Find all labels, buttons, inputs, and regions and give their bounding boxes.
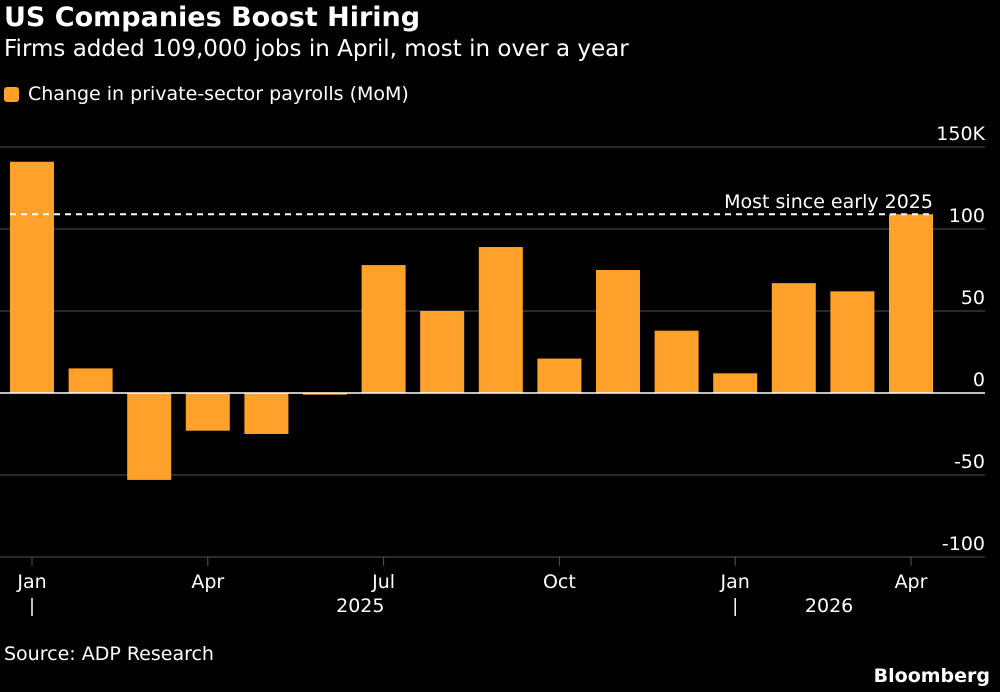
legend-swatch [4,86,19,102]
y-tick-label: -100 [942,533,985,555]
bar [830,291,875,393]
reference-line-label: Most since early 2025 [724,191,933,213]
y-tick-label: 0 [973,369,985,391]
year-label: 2025 [336,595,384,617]
y-tick-label: 50 [961,287,985,309]
legend-label: Change in private-sector payrolls (MoM) [28,83,409,105]
bar [127,393,172,480]
y-tick-label: 100 [949,205,985,227]
bar-chart: 150K 100 50 0 -50 -100 Most since early 2025 Ja… [0,123,986,617]
chart-title: US Companies Boost Hiring [4,2,421,33]
bar [10,161,54,393]
x-tick-label: Jul [371,571,395,593]
bar [478,247,523,393]
bar [361,265,406,393]
x-tick-label: Jan [720,571,750,593]
bar [303,393,347,395]
y-tick-label: -50 [954,451,985,473]
x-tick-label: Oct [543,571,576,593]
brand-logo: Bloomberg [873,665,990,687]
bar [68,368,113,393]
legend: Change in private-sector payrolls (MoM) [4,82,409,106]
source-note: Source: ADP Research [4,643,214,665]
chart-subtitle: Firms added 109,000 jobs in April, most … [4,36,629,62]
bar [185,393,230,431]
bar [420,311,465,393]
bar [596,270,640,393]
bar [244,393,289,434]
bar [771,283,816,393]
bar [537,358,582,393]
bar [713,373,758,393]
x-tick-label: Apr [191,571,224,593]
x-tick-label: Apr [895,571,928,593]
year-label: 2026 [805,595,853,617]
x-tick-label: Jan [16,571,46,593]
y-tick-label: 150K [936,123,985,145]
bar [654,330,699,393]
bar [889,214,933,393]
